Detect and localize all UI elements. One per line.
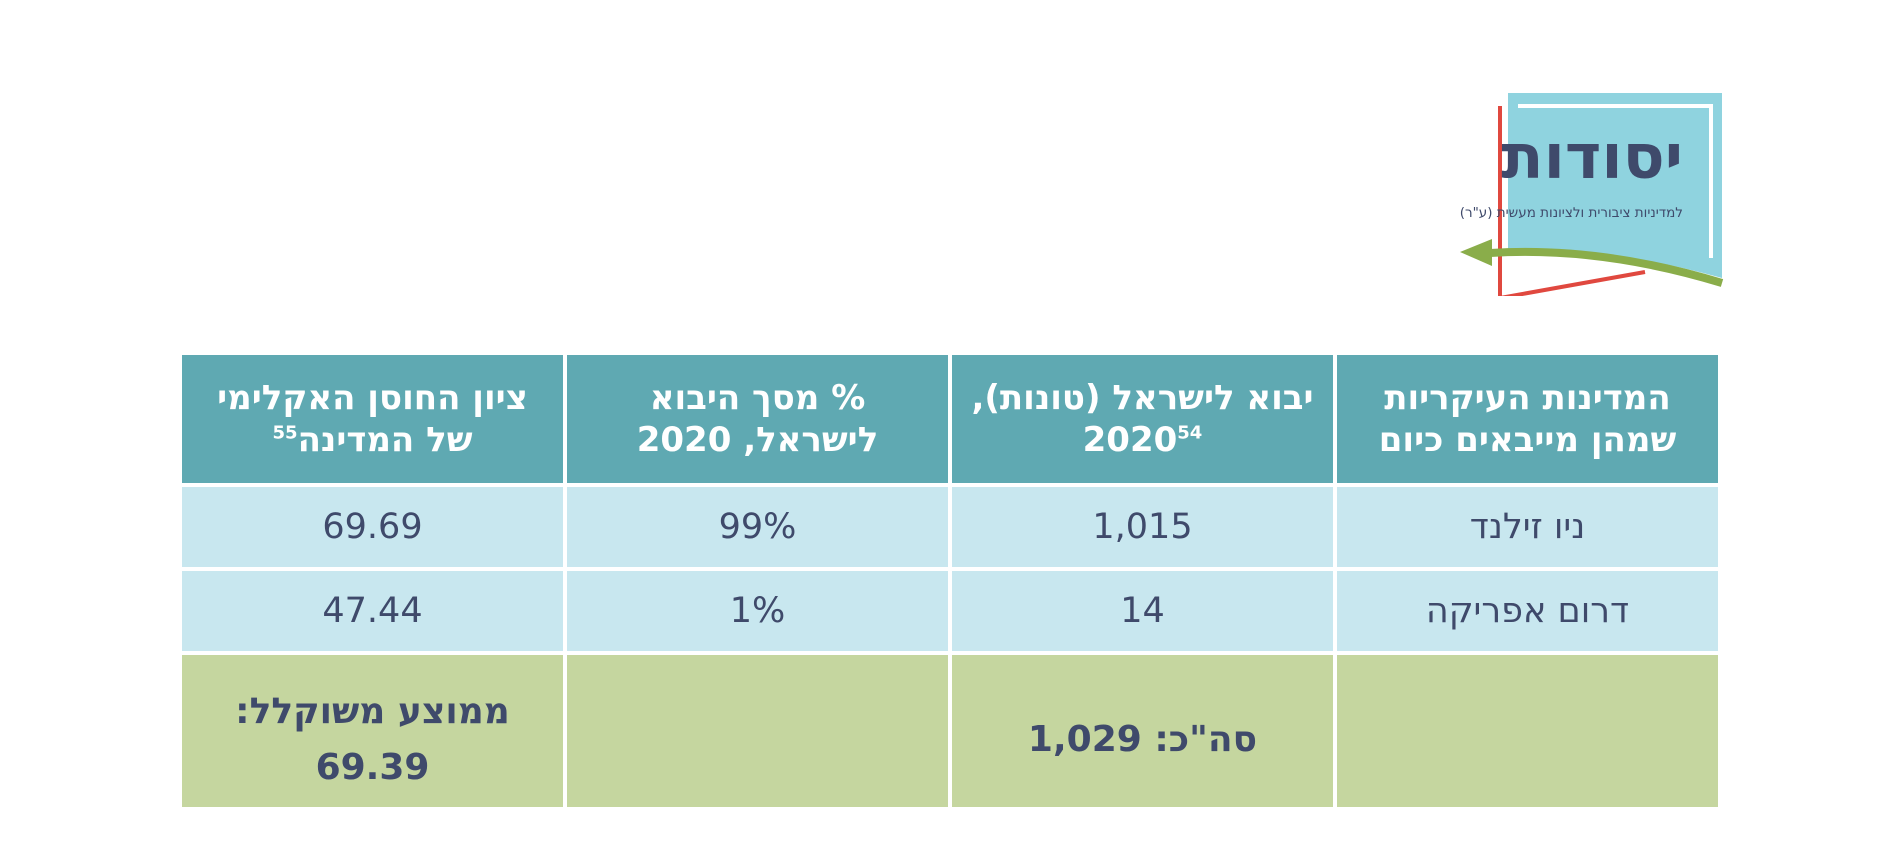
- header-countries: המדינות העיקריות שמהן מייבאים כיום: [1333, 351, 1722, 487]
- logo-red-frame: [1498, 106, 1646, 296]
- logo-subtitle: למדיניות ציבורית ולציונות מעשית (ע"ר): [1459, 205, 1683, 221]
- cell-score: 69.69: [178, 483, 567, 571]
- logo-graphic: [1460, 93, 1724, 296]
- total-country: [1333, 651, 1722, 811]
- cell-imports: 14: [948, 567, 1337, 655]
- cell-percent: 99%: [563, 483, 952, 571]
- logo-arrow-line: [1489, 247, 1724, 287]
- table-row: דרום אפריקה 14 1% 47.44: [178, 567, 1722, 655]
- logo-title: יסודות: [1501, 120, 1683, 193]
- imports-table: המדינות העיקריות שמהן מייבאים כיום יבוא …: [178, 351, 1722, 811]
- header-resilience-score: ציון החוסן האקלימי של המדינה55: [178, 351, 567, 487]
- cell-country: דרום אפריקה: [1333, 567, 1722, 655]
- header-percent: % מסך היבוא לישראל, 2020: [563, 351, 952, 487]
- total-imports: סה"כ: 1,029: [948, 651, 1337, 811]
- table-row: ניו זילנד 1,015 99% 69.69: [178, 483, 1722, 571]
- logo-flag: [1508, 93, 1722, 278]
- cell-score: 47.44: [178, 567, 567, 655]
- cell-percent: 1%: [563, 567, 952, 655]
- cell-imports: 1,015: [948, 483, 1337, 571]
- cell-country: ניו זילנד: [1333, 483, 1722, 571]
- footnote-ref: 54: [1177, 422, 1203, 444]
- logo-white-frame: [1518, 104, 1713, 258]
- header-row: המדינות העיקריות שמהן מייבאים כיום יבוא …: [178, 351, 1722, 487]
- weighted-average-value: 69.39: [315, 747, 430, 788]
- total-weighted-average: ממוצע משוקלל: 69.39: [178, 651, 567, 811]
- logo-arrow-head: [1460, 239, 1492, 266]
- weighted-average-label: ממוצע משוקלל:: [235, 691, 510, 732]
- header-imports: יבוא לישראל (טונות), 202054: [948, 351, 1337, 487]
- total-row: סה"כ: 1,029 ממוצע משוקלל: 69.39: [178, 651, 1722, 811]
- yesodot-logo: יסודות למדיניות ציבורית ולציונות מעשית (…: [1400, 88, 1725, 296]
- total-percent: [563, 651, 952, 811]
- footnote-ref: 55: [272, 422, 298, 444]
